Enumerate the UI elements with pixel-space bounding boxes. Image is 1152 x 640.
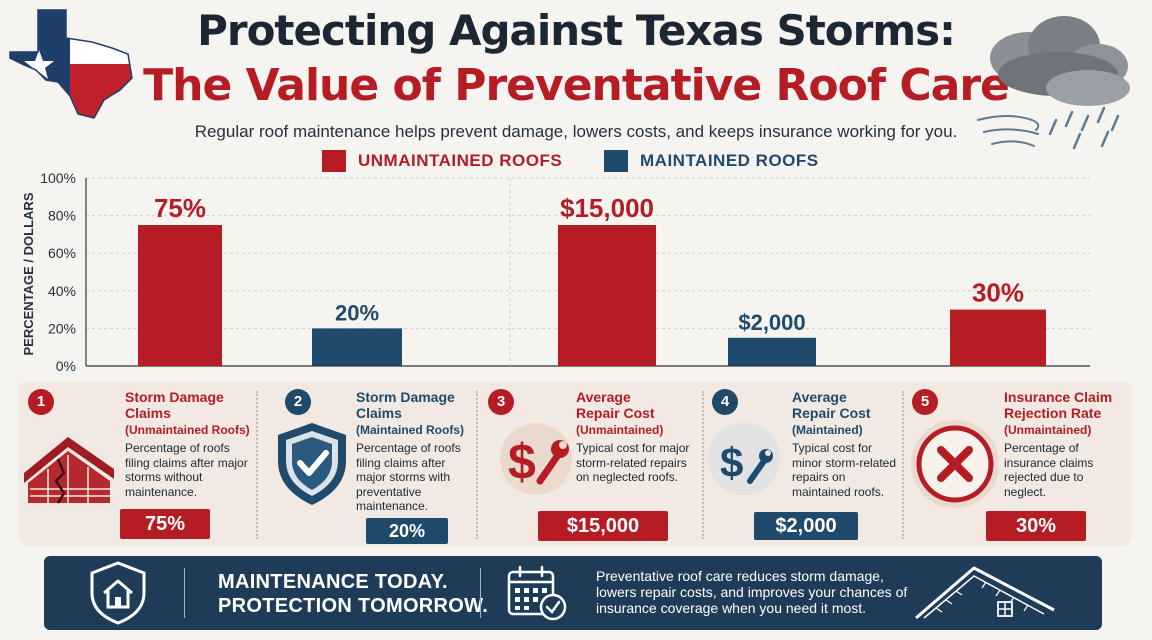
bar-unmaintained — [558, 225, 656, 366]
legend-label-maintained: MAINTAINED ROOFS — [640, 151, 819, 170]
stat-card-4: 4 Average Repair Cost (Maintained) Typic… — [702, 381, 902, 546]
title-line-2: The Value of Preventative Roof Care — [143, 60, 1010, 111]
card-value-1: 75% — [120, 509, 210, 539]
card-number-3: 3 — [488, 389, 514, 415]
y-tick-label: 60% — [48, 245, 76, 261]
card-value-5: 30% — [986, 511, 1086, 541]
card-title-4: Average Repair Cost — [792, 389, 871, 421]
stat-card-1: 1 Storm Damage Claims (Unmaintained Roof… — [18, 381, 256, 546]
slogan-line-1: MAINTENANCE TODAY. — [218, 571, 448, 593]
card-subtitle-1: (Unmaintained Roofs) — [125, 423, 250, 437]
bar-value-label: 30% — [972, 278, 1024, 308]
title-line-1: Protecting Against Texas Storms: — [197, 6, 956, 55]
subtitle: Regular roof maintenance helps prevent d… — [194, 122, 958, 141]
card-value-4: $2,000 — [754, 512, 858, 540]
card-divider — [702, 391, 704, 539]
roof-outline-icon — [915, 566, 1055, 620]
card-number-4: 4 — [712, 389, 738, 415]
legend-swatch-unmaintained — [322, 150, 346, 172]
y-tick-label: 40% — [48, 283, 76, 299]
bar-value-label: $15,000 — [560, 193, 654, 223]
banner-text: Preventative roof care reduces storm dam… — [596, 568, 908, 616]
bar-unmaintained — [138, 225, 222, 366]
x-circle-icon — [911, 420, 999, 508]
card-desc-1: Percentage of roofs filing claims after … — [125, 441, 248, 499]
slogan-line-2: PROTECTION TOMORROW. — [218, 595, 489, 617]
bar-chart: PERCENTAGE / DOLLARS 0%20%40%60%80%100% … — [21, 170, 1090, 374]
card-divider — [476, 391, 478, 539]
y-tick-label: 100% — [40, 170, 76, 186]
card-title-1: Storm Damage Claims — [125, 389, 224, 421]
card-desc-5: Percentage of insurance claims rejected … — [1004, 441, 1094, 499]
dollar-wrench-icon: $ — [708, 423, 780, 495]
storm-cloud-icon — [977, 16, 1130, 150]
card-number-2: 2 — [285, 389, 311, 415]
card-divider — [902, 391, 904, 539]
y-tick-label: 0% — [56, 358, 76, 374]
stat-card-2: 2 Storm Damage Claims (Maintained Roofs)… — [256, 381, 476, 546]
card-desc-2: Percentage of roofs filing claims after … — [356, 441, 461, 513]
legend-label-unmaintained: UNMAINTAINED ROOFS — [358, 151, 563, 170]
bar-value-label: $2,000 — [738, 310, 805, 335]
card-number-5: 5 — [912, 389, 938, 415]
bar-maintained — [728, 337, 816, 366]
legend-maintained: MAINTAINED ROOFS — [604, 150, 819, 172]
svg-text:$: $ — [720, 439, 743, 486]
chart-legend: UNMAINTAINED ROOFS MAINTAINED ROOFS — [0, 150, 1152, 174]
card-title-2: Storm Damage Claims — [356, 389, 455, 421]
card-desc-4: Typical cost for minor storm-related rep… — [792, 441, 897, 499]
texas-flag-map-icon — [9, 9, 133, 119]
shield-check-icon — [278, 423, 346, 505]
card-subtitle-3: (Unmaintained) — [576, 423, 664, 437]
card-desc-3: Typical cost for major storm-related rep… — [576, 441, 690, 484]
y-tick-label: 20% — [48, 320, 76, 336]
stat-card-3: 3 Average Repair Cost (Unmaintained) Typ… — [476, 381, 702, 546]
bar-maintained — [312, 328, 402, 366]
card-title-3: Average Repair Cost — [576, 389, 655, 421]
card-title-5: Insurance Claim Rejection Rate — [1004, 389, 1113, 421]
damaged-roof-icon — [24, 437, 114, 504]
banner-divider — [184, 568, 185, 618]
bottom-banner: MAINTENANCE TODAY. PROTECTION TOMORROW. … — [44, 556, 1102, 630]
y-tick-label: 80% — [48, 208, 76, 224]
card-subtitle-5: (Unmaintained) — [1004, 423, 1092, 437]
card-subtitle-4: (Maintained) — [792, 423, 863, 437]
card-number-1: 1 — [28, 389, 54, 415]
stat-card-5: 5 Insurance Claim Rejection Rate (Unmain… — [902, 381, 1132, 546]
y-axis-label: PERCENTAGE / DOLLARS — [21, 192, 36, 355]
legend-unmaintained: UNMAINTAINED ROOFS — [322, 150, 562, 172]
card-subtitle-2: (Maintained Roofs) — [356, 423, 464, 437]
calendar-check-icon — [507, 565, 567, 621]
bar-value-label: 75% — [154, 193, 206, 223]
card-value-2: 20% — [366, 518, 448, 544]
dollar-wrench-icon: $ — [500, 423, 572, 495]
shield-home-icon — [90, 561, 146, 625]
bar-unmaintained — [950, 309, 1046, 366]
card-divider — [256, 391, 258, 539]
svg-text:$: $ — [508, 434, 536, 490]
bar-value-label: 20% — [335, 300, 379, 325]
card-value-3: $15,000 — [538, 511, 668, 541]
banner-divider — [480, 568, 481, 618]
banner-slogan: MAINTENANCE TODAY. PROTECTION TOMORROW. — [218, 570, 488, 618]
legend-swatch-maintained — [604, 150, 628, 172]
stat-cards: 1 Storm Damage Claims (Unmaintained Roof… — [18, 381, 1132, 546]
